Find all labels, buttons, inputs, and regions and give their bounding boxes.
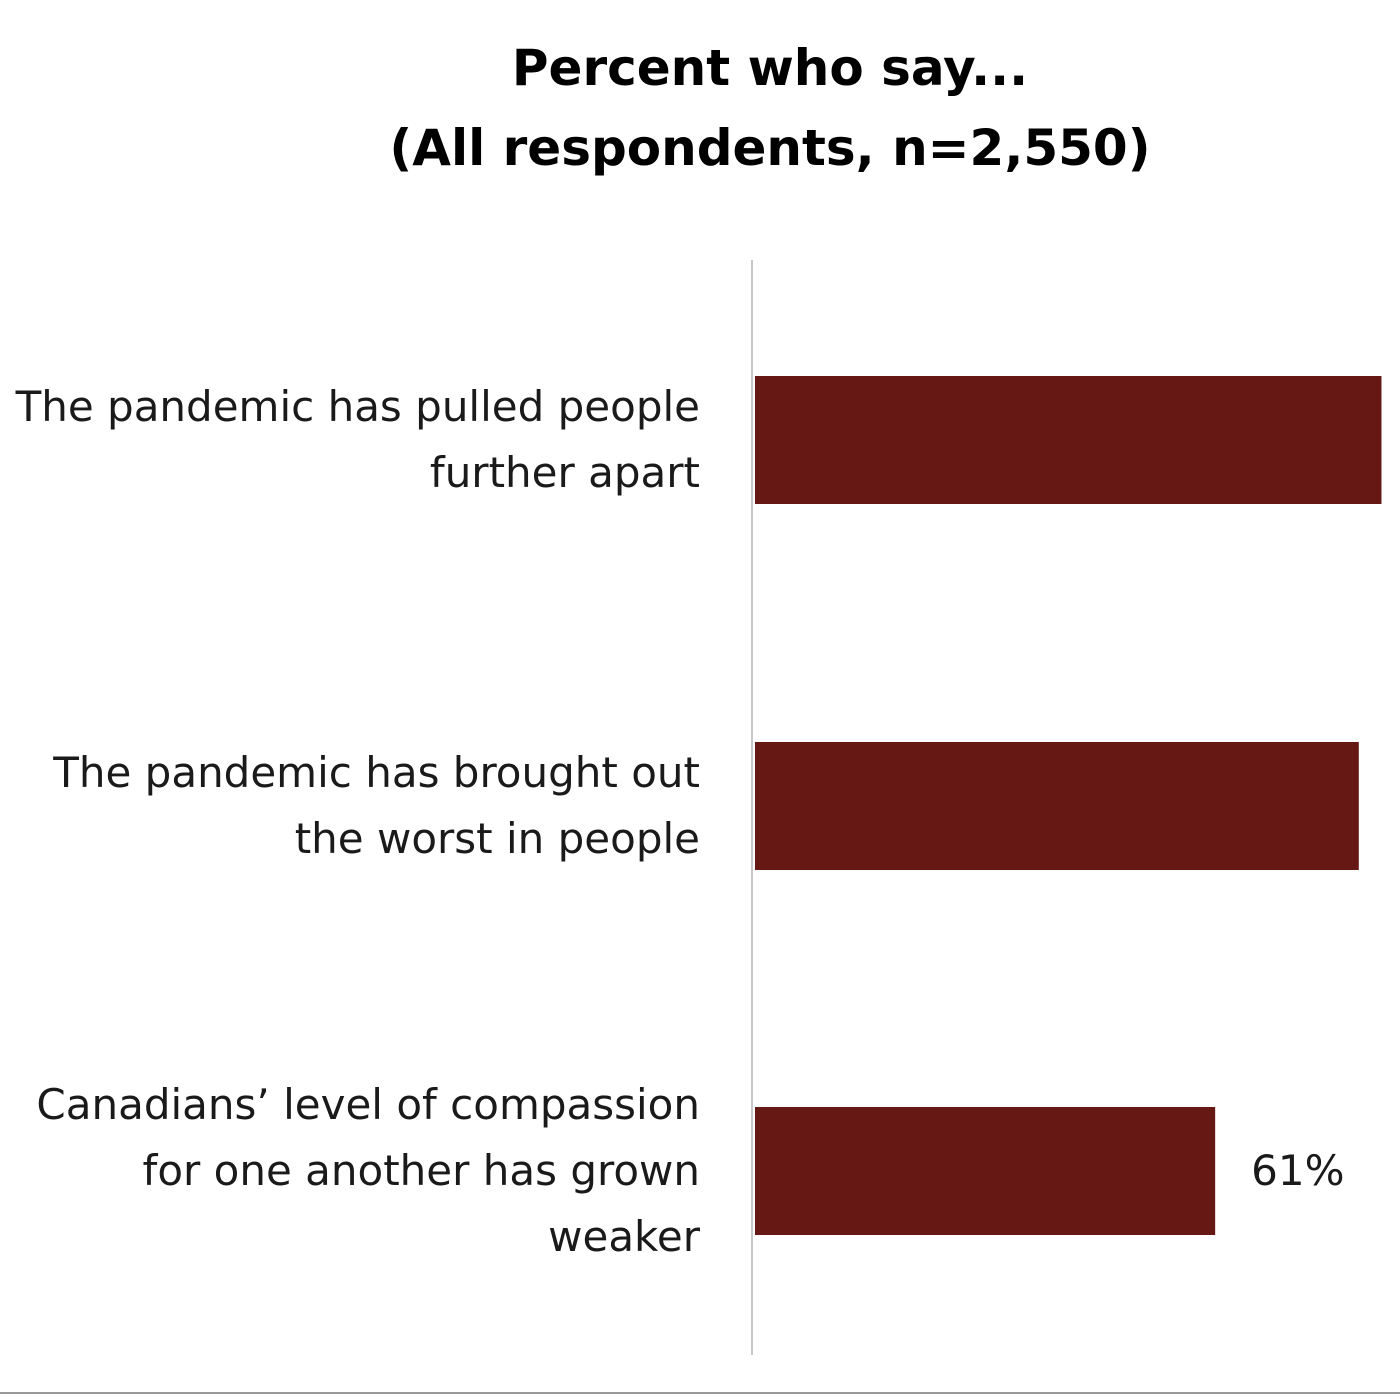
bars	[755, 376, 1382, 1235]
category-label-1-line-1: The pandemic has pulled people	[15, 382, 700, 431]
category-label-2-line-2: the worst in people	[295, 814, 700, 863]
value-labels: 61%	[1251, 1146, 1344, 1195]
category-label-1-line-2: further apart	[430, 448, 700, 497]
bar-3	[755, 1107, 1216, 1235]
category-label-3-line-1: Canadians’ level of compassion	[36, 1080, 700, 1129]
category-label-3: Canadians’ level of compassion for one an…	[36, 1080, 700, 1261]
chart-title: Percent who say... (All respondents, n=2,…	[389, 39, 1150, 177]
category-label-3-line-3: weaker	[548, 1212, 701, 1261]
bar-1	[755, 376, 1382, 504]
category-label-2: The pandemic has brought out the worst in…	[52, 748, 700, 863]
category-label-2-line-1: The pandemic has brought out	[52, 748, 700, 797]
value-label-3: 61%	[1251, 1146, 1344, 1195]
category-label-3-line-2: for one another has grown	[143, 1146, 700, 1195]
bar-2	[755, 742, 1359, 870]
category-labels: The pandemic has pulled people further ap…	[15, 382, 701, 1261]
category-label-1: The pandemic has pulled people further ap…	[15, 382, 700, 497]
chart-title-line-1: Percent who say...	[512, 39, 1028, 97]
chart-title-line-2: (All respondents, n=2,550)	[389, 119, 1150, 177]
axes	[0, 260, 1400, 1394]
